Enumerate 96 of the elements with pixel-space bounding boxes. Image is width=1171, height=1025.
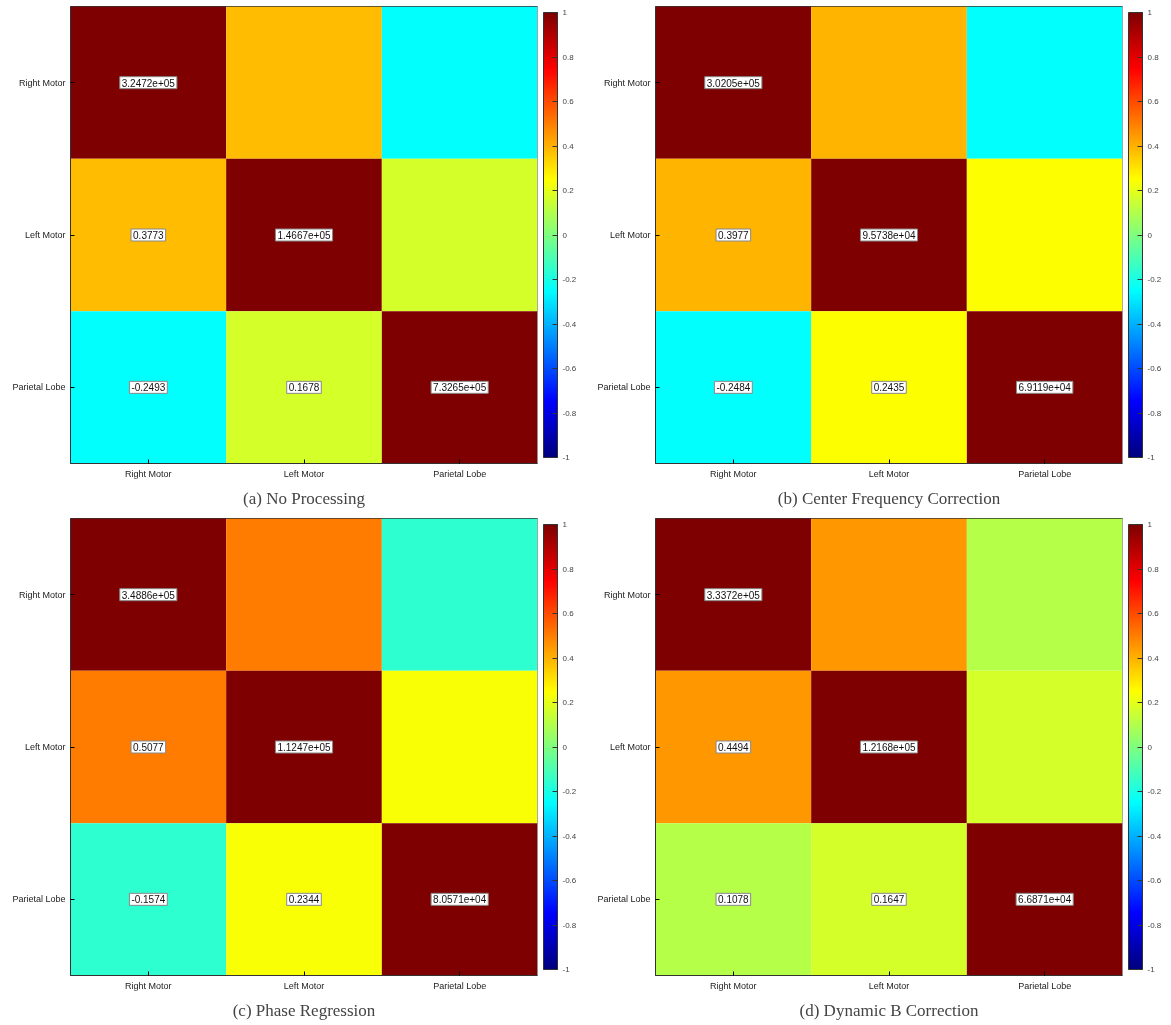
data-label: 8.0571e+04 (433, 894, 487, 906)
y-tick-label: Left Motor (609, 230, 651, 240)
y-tick-label: Parietal Lobe (597, 382, 651, 393)
x-tick-label: Parietal Lobe (1018, 980, 1072, 991)
color-bar-label: 0.6 (562, 97, 575, 106)
text: (b) Center Frequency Correction (777, 488, 1001, 508)
color-bar-label: -0.4 (1147, 319, 1162, 329)
data-label: 0.2435 (873, 382, 905, 394)
y-tick-label: Parietal Lobe (12, 894, 66, 905)
color-bar-label: 0.8 (1147, 564, 1160, 574)
y-tick-label: Left Motor (24, 742, 66, 752)
x-tick-label: Left Motor (868, 468, 910, 479)
color-bar-label: 0.8 (1147, 52, 1160, 62)
color-bar-label: -0.8 (562, 408, 577, 418)
y-tick-label: Right Motor (18, 589, 66, 600)
data-label: -0.1574 (131, 894, 166, 906)
color-bar-label: -0.8 (1147, 408, 1162, 418)
data-label: 0.5077 (133, 742, 165, 753)
data-label: 0.2344 (288, 894, 320, 906)
y-tick-label: Parietal Lobe (12, 382, 66, 393)
color-bar-label: -0.8 (562, 920, 577, 930)
color-bar-label: -0.8 (1147, 920, 1162, 930)
data-label: 0.1078 (718, 894, 750, 906)
y-tick-label: Right Motor (603, 77, 651, 88)
color-bar-label: 0.2 (1147, 186, 1160, 195)
color-bar-label: 0 (562, 742, 568, 752)
color-bar-label: 0.4 (1147, 141, 1160, 151)
color-bar-label: 0.8 (562, 564, 575, 574)
y-tick-label: Right Motor (18, 77, 66, 88)
color-bar-label: -0.6 (1147, 364, 1162, 373)
data-label: 0.1678 (288, 382, 320, 394)
x-tick-label: Parietal Lobe (1018, 468, 1072, 479)
color-bar-label: 0.4 (562, 653, 575, 663)
x-tick-label: Left Motor (868, 980, 910, 991)
text: (a) No Processing (243, 488, 366, 508)
color-bar-label: -0.2 (1147, 275, 1162, 284)
data-label: 1.4667e+05 (277, 230, 331, 241)
color-bar-label: 0.8 (562, 52, 575, 62)
color-bar-label: 1 (562, 8, 568, 17)
x-tick-label: Right Motor (125, 980, 172, 991)
y-tick-label: Left Motor (609, 742, 651, 752)
color-bar-label: 0 (562, 230, 568, 240)
color-bar-label: -1 (562, 965, 571, 974)
color-bar-label: -0.6 (562, 876, 577, 885)
color-bar-label: -1 (1147, 965, 1156, 974)
color-bar-label: 1 (562, 520, 568, 529)
x-tick-label: Left Motor (283, 468, 325, 479)
color-bar-label: 1 (1147, 8, 1153, 17)
color-bar-label: -0.2 (562, 275, 577, 284)
data-label: 3.4886e+05 (121, 589, 176, 601)
data-label: 6.6871e+04 (1018, 894, 1072, 906)
x-tick-label: Right Motor (125, 468, 172, 479)
color-bar-label: 0.4 (1147, 653, 1160, 663)
color-bar-label: -0.4 (1147, 831, 1162, 841)
data-label: 0.3773 (133, 230, 165, 241)
data-label: 1.1247e+05 (277, 742, 331, 753)
color-bar-label: -1 (562, 453, 571, 462)
color-bar-label: 0.2 (562, 698, 575, 707)
color-bar-label: 1 (1147, 520, 1153, 529)
data-label: 6.9119e+04 (1018, 382, 1072, 394)
x-tick-label: Left Motor (283, 980, 325, 991)
x-tick-label: Right Motor (710, 468, 757, 479)
color-bar-label: -1 (1147, 453, 1156, 462)
data-label: 3.3372e+05 (706, 589, 761, 601)
x-tick-label: Parietal Lobe (433, 468, 487, 479)
data-label: 0.3977 (718, 230, 750, 241)
color-bar-label: -0.6 (562, 364, 577, 373)
text: (d) Dynamic B Correction (799, 1000, 979, 1020)
color-bar-label: -0.2 (1147, 787, 1162, 796)
y-tick-label: Right Motor (603, 589, 651, 600)
color-bar-label: -0.2 (562, 787, 577, 796)
color-bar-label: 0.2 (562, 186, 575, 195)
color-bar-label: 0.4 (562, 141, 575, 151)
color-bar-label: 0 (1147, 230, 1153, 240)
data-label: 0.4494 (718, 742, 750, 753)
data-label: -0.2484 (716, 382, 751, 394)
color-bar-label: 0.6 (562, 609, 575, 618)
text: (c) Phase Regression (232, 1000, 376, 1020)
data-label: 9.5738e+04 (862, 230, 916, 241)
color-bar-label: 0.2 (1147, 698, 1160, 707)
color-bar-label: 0.6 (1147, 609, 1160, 618)
data-label: 0.1647 (873, 894, 905, 906)
x-tick-label: Parietal Lobe (433, 980, 487, 991)
color-bar-label: -0.6 (1147, 876, 1162, 885)
data-label: -0.2493 (131, 382, 166, 394)
data-label: 3.0205e+05 (706, 77, 761, 89)
color-bar-label: 0.6 (1147, 97, 1160, 106)
data-label: 7.3265e+05 (433, 382, 487, 394)
color-bar-label: 0 (1147, 742, 1153, 752)
y-tick-label: Parietal Lobe (597, 894, 651, 905)
y-tick-label: Left Motor (24, 230, 66, 240)
data-label: 1.2168e+05 (862, 742, 916, 753)
color-bar-label: -0.4 (562, 831, 577, 841)
color-bar-label: -0.4 (562, 319, 577, 329)
x-tick-label: Right Motor (710, 980, 757, 991)
data-label: 3.2472e+05 (121, 77, 176, 89)
